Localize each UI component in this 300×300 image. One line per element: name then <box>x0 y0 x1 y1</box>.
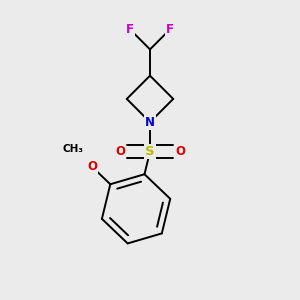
Text: F: F <box>166 23 174 36</box>
Text: F: F <box>126 23 134 36</box>
Text: O: O <box>175 145 185 158</box>
Text: CH₃: CH₃ <box>63 144 84 154</box>
Text: O: O <box>87 160 97 173</box>
Text: O: O <box>115 145 125 158</box>
Text: S: S <box>145 145 155 158</box>
Text: N: N <box>145 116 155 129</box>
